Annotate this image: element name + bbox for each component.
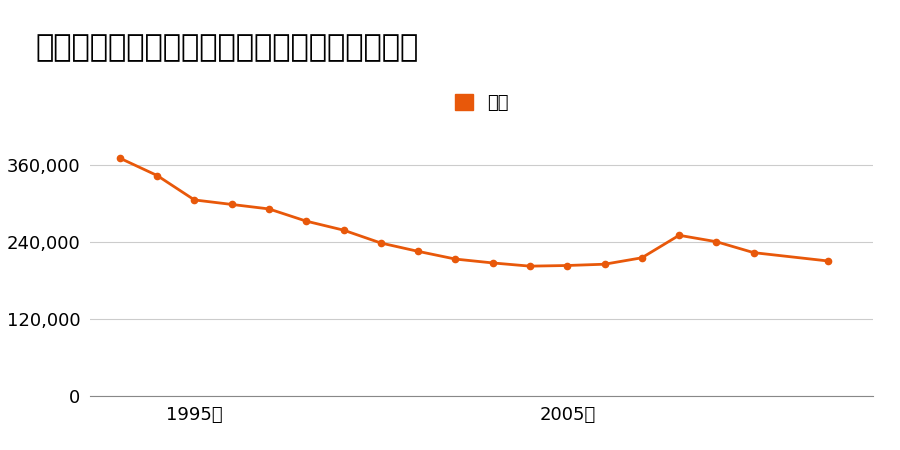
Legend: 価格: 価格 <box>447 86 516 119</box>
Text: 兵庫県西宮市小松町１丁目１３番１の地価推移: 兵庫県西宮市小松町１丁目１３番１の地価推移 <box>35 34 419 63</box>
